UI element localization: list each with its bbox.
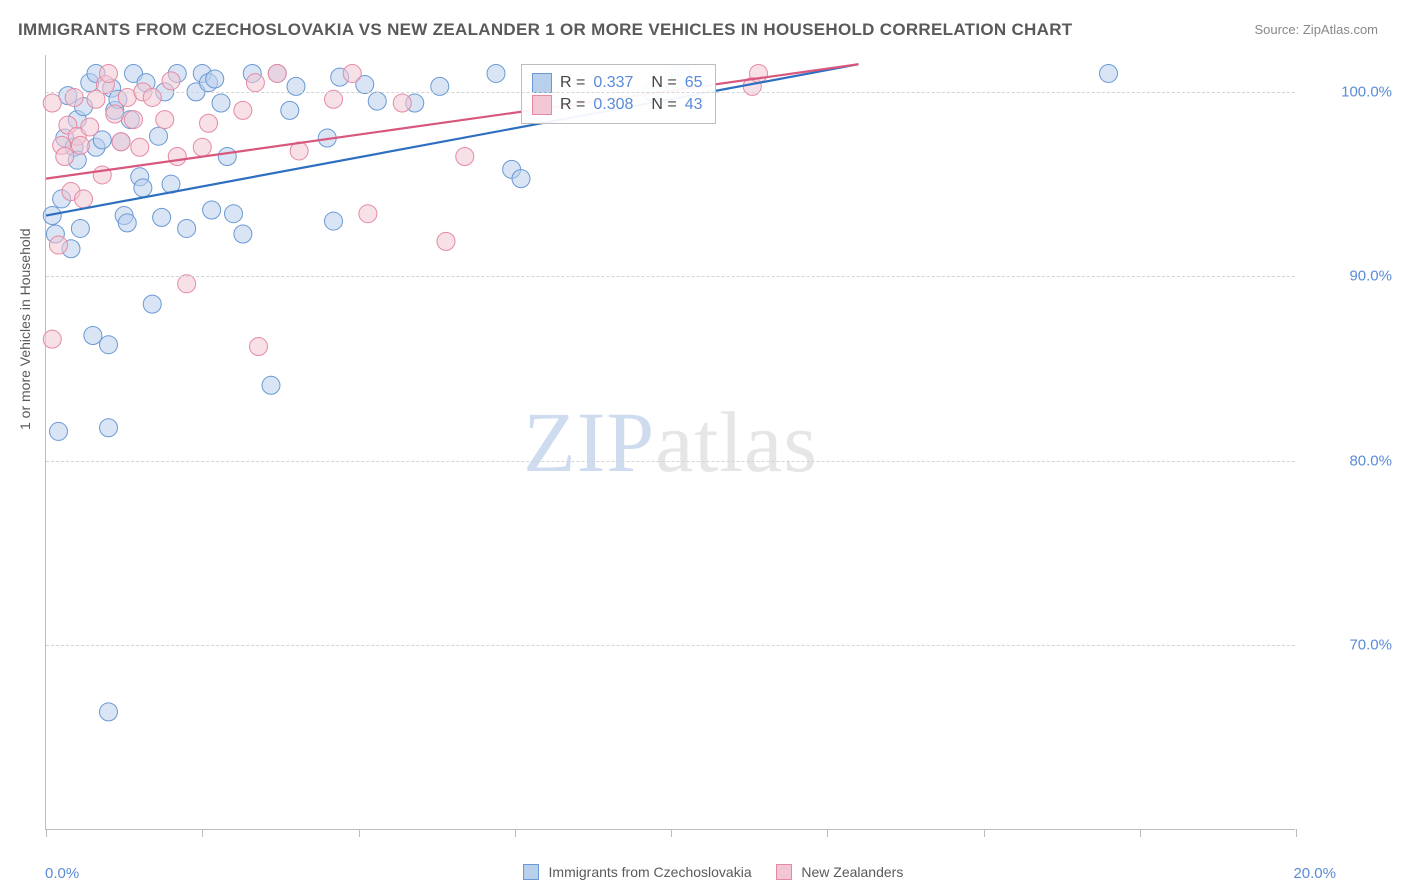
- data-point: [168, 147, 186, 165]
- x-tick: [202, 829, 203, 837]
- legend-n-label: N =: [651, 96, 676, 114]
- legend-row: R = 0.337 N = 65: [532, 73, 703, 93]
- data-point: [100, 336, 118, 354]
- data-point: [234, 225, 252, 243]
- x-tick: [515, 829, 516, 837]
- data-point: [512, 170, 530, 188]
- x-tick: [359, 829, 360, 837]
- gridline: [46, 276, 1295, 277]
- data-point: [456, 147, 474, 165]
- y-tick-label: 100.0%: [1341, 83, 1392, 100]
- data-point: [43, 207, 61, 225]
- gridline: [46, 645, 1295, 646]
- data-point: [225, 205, 243, 223]
- source-label: Source: ZipAtlas.com: [1254, 22, 1378, 37]
- data-point: [84, 326, 102, 344]
- y-axis-title: 1 or more Vehicles in Household: [17, 228, 33, 430]
- data-point: [118, 214, 136, 232]
- chart-title: IMMIGRANTS FROM CZECHOSLOVAKIA VS NEW ZE…: [18, 20, 1072, 40]
- x-tick: [1140, 829, 1141, 837]
- data-point: [106, 105, 124, 123]
- data-point: [100, 419, 118, 437]
- data-point: [162, 72, 180, 90]
- data-point: [43, 330, 61, 348]
- data-point: [193, 138, 211, 156]
- legend-label-1: Immigrants from Czechoslovakia: [549, 864, 752, 880]
- data-point: [71, 219, 89, 237]
- x-tick: [984, 829, 985, 837]
- data-point: [325, 212, 343, 230]
- data-point: [393, 94, 411, 112]
- data-point: [156, 111, 174, 129]
- data-point: [203, 201, 221, 219]
- legend-row: R = 0.308 N = 43: [532, 95, 703, 115]
- data-point: [150, 127, 168, 145]
- gridline: [46, 461, 1295, 462]
- data-point: [178, 275, 196, 293]
- gridline: [46, 92, 1295, 93]
- data-point: [206, 70, 224, 88]
- data-point: [234, 101, 252, 119]
- scatter-svg: [46, 55, 1295, 829]
- data-point: [71, 136, 89, 154]
- y-tick-label: 80.0%: [1349, 452, 1392, 469]
- data-point: [112, 133, 130, 151]
- legend-swatch: [532, 95, 552, 115]
- legend-n-label: N =: [651, 74, 676, 92]
- data-point: [487, 64, 505, 82]
- data-point: [268, 64, 286, 82]
- data-point: [75, 190, 93, 208]
- x-tick: [671, 829, 672, 837]
- correlation-legend: R = 0.337 N = 65 R = 0.308 N = 43: [521, 64, 716, 124]
- chart-plot-area: ZIPatlas R =0.337N =65R =0.308N =43: [45, 55, 1295, 830]
- data-point: [368, 92, 386, 110]
- legend-swatch-1: [523, 864, 539, 880]
- y-tick-label: 70.0%: [1349, 637, 1392, 654]
- legend-n-value: 43: [685, 96, 703, 114]
- data-point: [125, 111, 143, 129]
- x-tick: [1296, 829, 1297, 837]
- legend-label-2: New Zealanders: [801, 864, 903, 880]
- legend-r-value: 0.308: [593, 96, 633, 114]
- data-point: [281, 101, 299, 119]
- data-point: [178, 219, 196, 237]
- legend-swatch-2: [776, 864, 792, 880]
- data-point: [1100, 64, 1118, 82]
- bottom-legend: Immigrants from Czechoslovakia New Zeala…: [0, 864, 1406, 880]
- data-point: [131, 138, 149, 156]
- legend-swatch: [532, 73, 552, 93]
- data-point: [100, 64, 118, 82]
- x-tick: [827, 829, 828, 837]
- data-point: [212, 94, 230, 112]
- data-point: [134, 179, 152, 197]
- data-point: [50, 422, 68, 440]
- data-point: [246, 74, 264, 92]
- data-point: [262, 376, 280, 394]
- data-point: [143, 295, 161, 313]
- data-point: [56, 147, 74, 165]
- data-point: [100, 703, 118, 721]
- data-point: [359, 205, 377, 223]
- data-point: [50, 236, 68, 254]
- legend-r-value: 0.337: [593, 74, 633, 92]
- data-point: [81, 118, 99, 136]
- data-point: [153, 208, 171, 226]
- data-point: [343, 64, 361, 82]
- data-point: [43, 94, 61, 112]
- data-point: [93, 166, 111, 184]
- data-point: [437, 232, 455, 250]
- x-tick: [46, 829, 47, 837]
- legend-r-label: R =: [560, 96, 585, 114]
- y-tick-label: 90.0%: [1349, 268, 1392, 285]
- data-point: [250, 338, 268, 356]
- data-point: [325, 90, 343, 108]
- legend-n-value: 65: [685, 74, 703, 92]
- data-point: [218, 147, 236, 165]
- data-point: [200, 114, 218, 132]
- legend-r-label: R =: [560, 74, 585, 92]
